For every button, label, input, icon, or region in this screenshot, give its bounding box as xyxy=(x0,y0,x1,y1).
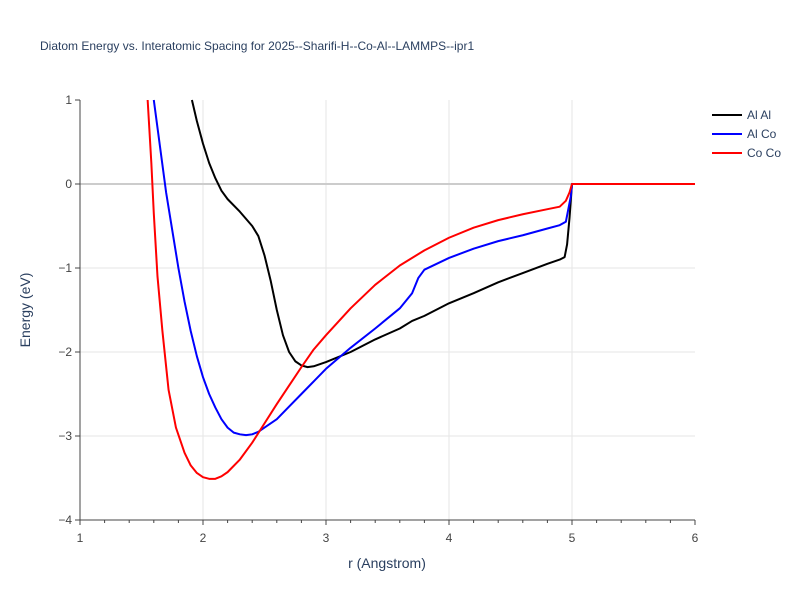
legend-label: Co Co xyxy=(747,146,781,160)
x-tick-label: 1 xyxy=(77,531,84,545)
x-tick-label: 3 xyxy=(323,531,330,545)
y-tick-label: −2 xyxy=(58,345,72,359)
legend-label: Al Al xyxy=(747,108,771,122)
plot-area: 1 2 3 4 5 6 1 0 −1 −2 −3 −4 xyxy=(58,93,698,545)
x-axis-label: r (Angstrom) xyxy=(348,555,426,571)
chart-title: Diatom Energy vs. Interatomic Spacing fo… xyxy=(40,39,474,53)
legend-item[interactable]: Al Co xyxy=(712,127,777,141)
series-line-co-co xyxy=(146,99,695,480)
legend-item[interactable]: Al Al xyxy=(712,108,771,122)
series-line-al-al xyxy=(190,99,695,369)
legend: Al Al Al Co Co Co xyxy=(712,108,781,160)
y-tick-label: 0 xyxy=(65,177,72,191)
x-tick-label: 5 xyxy=(569,531,576,545)
y-tick-label: −4 xyxy=(58,513,72,527)
y-tick-label: −1 xyxy=(58,261,72,275)
plot-background xyxy=(80,100,695,520)
x-tick-label: 4 xyxy=(446,531,453,545)
y-tick-label: −3 xyxy=(58,429,72,443)
series-lines xyxy=(146,99,695,480)
legend-item[interactable]: Co Co xyxy=(712,146,781,160)
series-line-al-co xyxy=(152,99,695,437)
y-axis-label: Energy (eV) xyxy=(17,273,33,348)
y-tick-label: 1 xyxy=(65,93,72,107)
x-tick-label: 6 xyxy=(692,531,699,545)
x-tick-label: 2 xyxy=(200,531,207,545)
axes: 1 2 3 4 5 6 1 0 −1 −2 −3 −4 xyxy=(58,93,698,545)
legend-label: Al Co xyxy=(747,127,777,141)
